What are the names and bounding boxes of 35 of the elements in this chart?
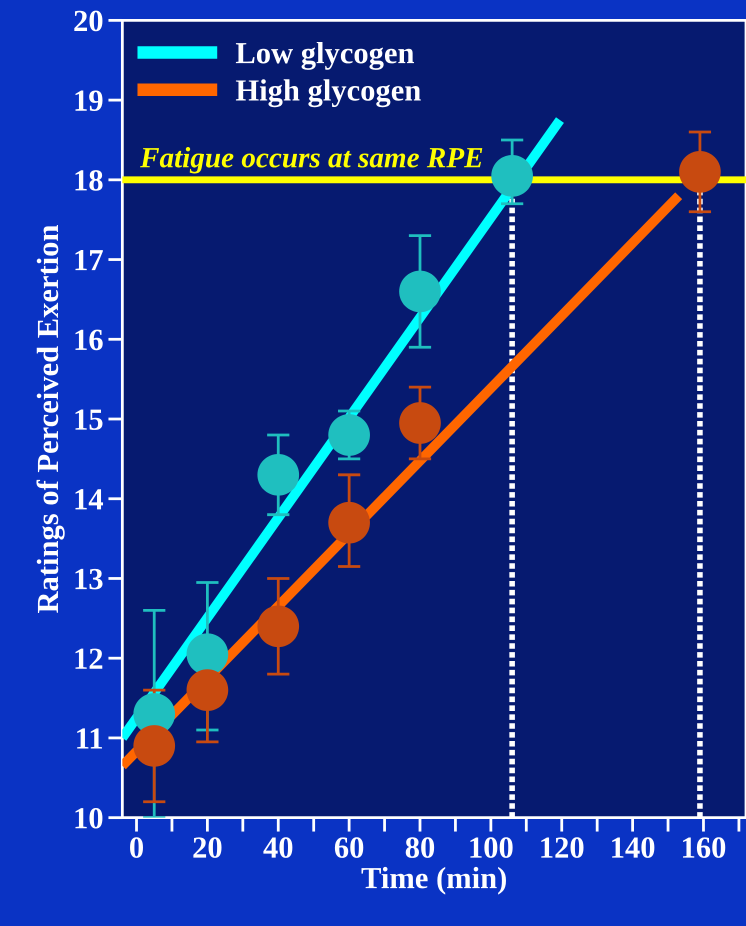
x-tick-label: 100 — [470, 837, 513, 858]
y-tick-label: 11 — [77, 728, 102, 749]
legend-label: Low glycogen — [236, 42, 414, 70]
x-tick-label: 80 — [406, 837, 434, 858]
point — [257, 605, 300, 648]
y-tick-label: 14 — [75, 489, 104, 510]
x-tick-label: 40 — [263, 837, 292, 858]
x-tick-label: 120 — [541, 837, 584, 858]
point — [328, 414, 370, 456]
y-tick-label: 18 — [75, 170, 103, 191]
x-tick-label: 20 — [193, 837, 222, 858]
point — [399, 270, 441, 312]
point — [133, 725, 176, 767]
y-tick-label: 15 — [75, 409, 102, 430]
x-tick-label: 160 — [683, 837, 726, 858]
point — [679, 151, 721, 193]
point — [328, 502, 370, 544]
y-tick-label: 16 — [75, 330, 103, 350]
y-tick-label: 12 — [75, 648, 102, 669]
point — [186, 669, 228, 711]
y-tick-label: 17 — [75, 250, 103, 270]
y-axis-title: Ratings of Perceived Exertion — [36, 224, 65, 613]
x-tick-label: 60 — [334, 837, 364, 858]
legend-label: High glycogen — [236, 79, 421, 108]
y-tick-label: 13 — [75, 568, 103, 590]
y-tick-label: 20 — [74, 10, 102, 32]
x-tick-label: 140 — [612, 837, 654, 858]
ref-line-label: Fatigue occurs at same RPE — [140, 147, 482, 174]
y-tick-label: 19 — [75, 90, 102, 112]
x-axis-title: Time (min) — [362, 866, 506, 895]
point — [257, 454, 300, 496]
point — [399, 402, 441, 444]
y-tick-label: 10 — [75, 808, 102, 829]
point — [491, 155, 533, 197]
x-tick-label: 0 — [130, 837, 143, 858]
